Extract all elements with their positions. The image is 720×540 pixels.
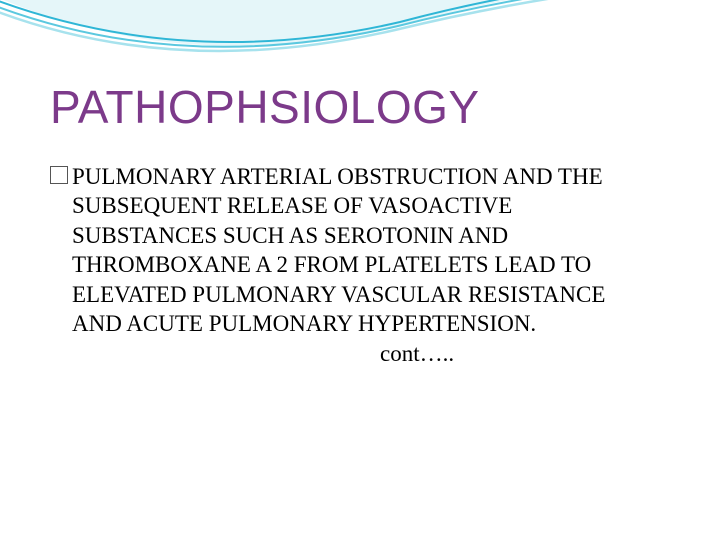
body-text: PULMONARY ARTERIAL OBSTRUCTION AND THE S… [72,162,640,339]
bullet-box-icon [50,166,68,184]
body-paragraph: PULMONARY ARTERIAL OBSTRUCTION AND THE S… [50,162,640,339]
slide-title: PATHOPHSIOLOGY [50,80,670,134]
slide-content: PATHOPHSIOLOGY PULMONARY ARTERIAL OBSTRU… [0,0,720,367]
continuation-text: cont….. [380,341,670,367]
